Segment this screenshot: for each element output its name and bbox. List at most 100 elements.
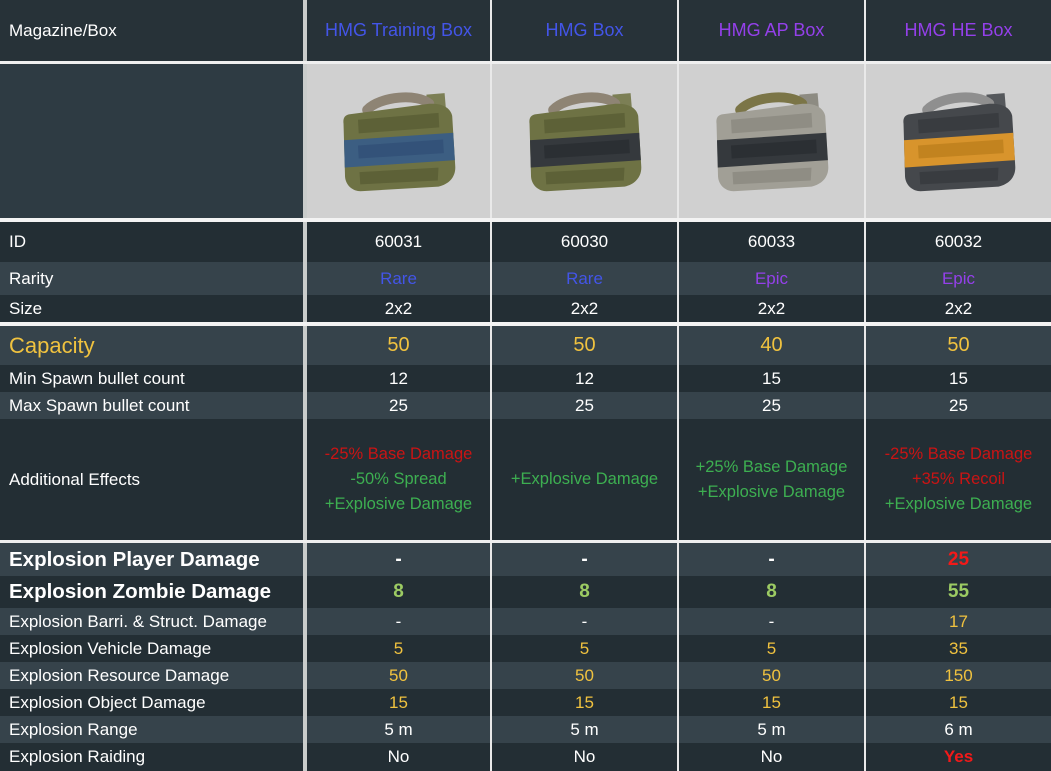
explosion-resource-value: 150 [864,662,1051,689]
explosion-range-value: 5 m [677,716,864,743]
image-row-label-cell [0,64,303,218]
row-explosion-barricade-structure-damage: Explosion Barri. & Struct. Damage - - - … [0,608,1051,635]
section-divider [0,322,1051,326]
explosion-player-value: - [303,543,490,576]
max-spawn-value: 25 [677,392,864,419]
id-value: 60031 [303,222,490,262]
capacity-value: 50 [864,326,1051,365]
row-explosion-vehicle-damage: Explosion Vehicle Damage 5 5 5 35 [0,635,1051,662]
explosion-vehicle-value: 5 [303,635,490,662]
explosion-object-value: 15 [490,689,677,716]
explosion-zombie-value: 8 [677,576,864,608]
column-header-hmg-he-box[interactable]: HMG HE Box [864,0,1051,61]
effect-line: -50% Spread [350,470,447,488]
size-value: 2x2 [303,295,490,322]
size-value: 2x2 [677,295,864,322]
row-explosion-player-damage: Explosion Player Damage - - - 25 [0,543,1051,576]
row-explosion-resource-damage: Explosion Resource Damage 50 50 50 150 [0,662,1051,689]
row-label-explosion-player-damage: Explosion Player Damage [9,547,260,571]
column-header-hmg-ap-box[interactable]: HMG AP Box [677,0,864,61]
column-header-hmg-training-box[interactable]: HMG Training Box [303,0,490,61]
min-spawn-value: 12 [490,365,677,392]
row-min-spawn: Min Spawn bullet count 12 12 15 15 [0,365,1051,392]
id-value: 60030 [490,222,677,262]
size-value: 2x2 [490,295,677,322]
effect-line: +Explosive Damage [510,470,659,488]
explosion-vehicle-value: 5 [677,635,864,662]
effects-value: -25% Base Damage +35% Recoil +Explosive … [864,419,1051,540]
explosion-object-value: 15 [677,689,864,716]
explosion-range-value: 5 m [490,716,677,743]
table-header-row: Magazine/Box HMG Training Box HMG Box HM… [0,0,1051,61]
ammo-box-image-training [303,64,490,218]
row-label-explosion-raiding: Explosion Raiding [9,747,146,766]
row-capacity: Capacity 50 50 40 50 [0,326,1051,365]
row-label-explosion-zombie-damage: Explosion Zombie Damage [9,580,271,603]
item-image-row [0,64,1051,218]
min-spawn-value: 12 [303,365,490,392]
effects-value: +Explosive Damage [490,419,677,540]
row-label-explosion-resource-damage: Explosion Resource Damage [9,665,230,685]
ammo-box-icon [342,92,455,192]
effect-line: +Explosive Damage [697,482,846,501]
effect-line: -25% Base Damage [884,445,1033,463]
explosion-barricade-value: 17 [864,608,1051,635]
row-max-spawn: Max Spawn bullet count 25 25 25 25 [0,392,1051,419]
section-divider [0,540,1051,543]
corner-header: Magazine/Box [9,20,117,40]
effects-value: -25% Base Damage -50% Spread +Explosive … [303,419,490,540]
size-value: 2x2 [864,295,1051,322]
capacity-value: 50 [303,326,490,365]
explosion-barricade-value: - [490,608,677,635]
explosion-player-value: - [677,543,864,576]
row-explosion-object-damage: Explosion Object Damage 15 15 15 15 [0,689,1051,716]
row-label-min-spawn: Min Spawn bullet count [9,368,185,388]
rarity-value: Epic [864,262,1051,295]
explosion-raiding-value: Yes [864,743,1051,771]
ammo-box-icon [715,92,828,192]
ammo-box-image-ap [677,64,864,218]
row-label-max-spawn: Max Spawn bullet count [9,395,190,415]
id-value: 60032 [864,222,1051,262]
row-id: ID 60031 60030 60033 60032 [0,222,1051,262]
row-size: Size 2x2 2x2 2x2 2x2 [0,295,1051,322]
capacity-value: 40 [677,326,864,365]
explosion-raiding-value: No [677,743,864,771]
effect-line: -25% Base Damage [324,445,473,463]
explosion-barricade-value: - [677,608,864,635]
effect-line: +25% Base Damage [695,457,848,476]
explosion-object-value: 15 [864,689,1051,716]
row-label-additional-effects: Additional Effects [9,469,141,489]
section-divider [0,218,1051,222]
explosion-object-value: 15 [303,689,490,716]
effect-line: +Explosive Damage [324,495,473,513]
effects-value: +25% Base Damage +Explosive Damage [677,419,864,540]
explosion-resource-value: 50 [490,662,677,689]
section-divider [0,61,1051,64]
row-label-capacity: Capacity [9,332,95,358]
column-header-hmg-box[interactable]: HMG Box [490,0,677,61]
explosion-zombie-value: 55 [864,576,1051,608]
max-spawn-value: 25 [864,392,1051,419]
explosion-vehicle-value: 35 [864,635,1051,662]
explosion-range-value: 5 m [303,716,490,743]
row-label-explosion-object-damage: Explosion Object Damage [9,692,206,712]
explosion-range-value: 6 m [864,716,1051,743]
explosion-raiding-value: No [490,743,677,771]
rarity-value: Rare [303,262,490,295]
effect-line: +35% Recoil [911,470,1006,488]
min-spawn-value: 15 [677,365,864,392]
id-value: 60033 [677,222,864,262]
min-spawn-value: 15 [864,365,1051,392]
row-label-size: Size [9,298,43,318]
row-label-id: ID [9,232,26,251]
explosion-barricade-value: - [303,608,490,635]
ammo-box-image-hmg [490,64,677,218]
ammo-box-icon [528,92,641,192]
row-additional-effects: Additional Effects -25% Base Damage -50%… [0,419,1051,540]
max-spawn-value: 25 [490,392,677,419]
explosion-raiding-value: No [303,743,490,771]
max-spawn-value: 25 [303,392,490,419]
explosion-zombie-value: 8 [490,576,677,608]
